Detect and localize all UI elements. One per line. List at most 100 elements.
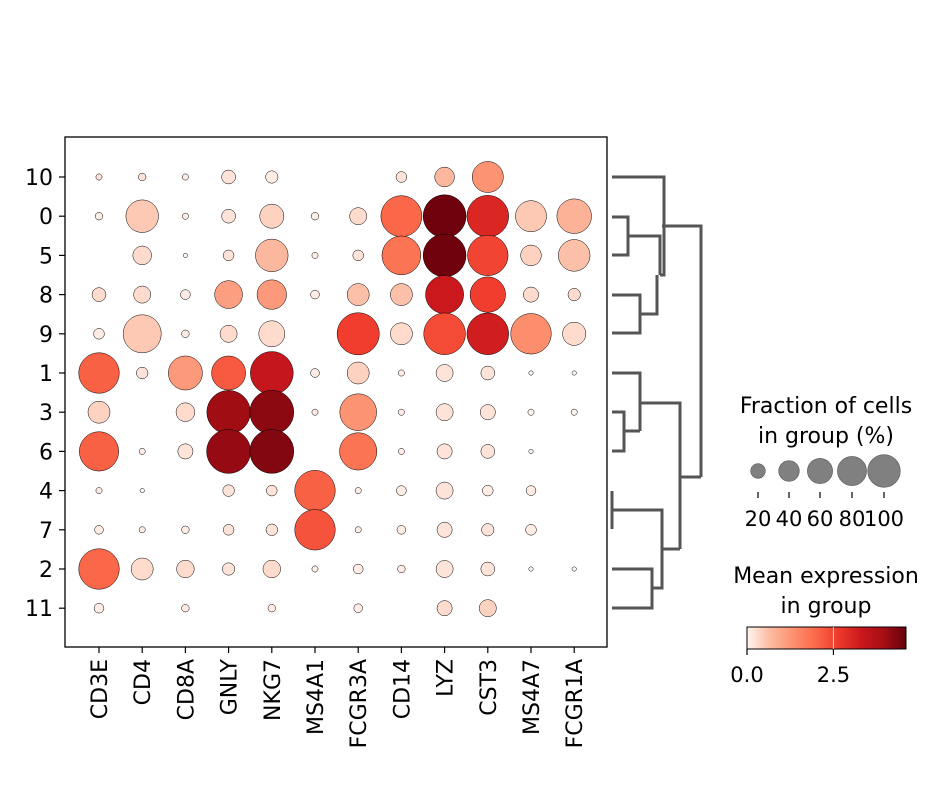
dendrogram-branch <box>612 508 664 549</box>
dot-6-MS4A7 <box>528 448 534 454</box>
size-legend-dot <box>867 454 901 488</box>
dot-7-MS4A1 <box>294 509 336 551</box>
dot-11-CST3 <box>479 599 497 617</box>
dot-4-CST3 <box>482 484 494 497</box>
dot-6-CST3 <box>480 444 496 459</box>
dot-0-FCGR3A <box>349 207 367 225</box>
colorbar-label: 0.0 <box>730 663 763 687</box>
dot-8-CD3E <box>91 287 107 302</box>
dot-4-LYZ <box>435 481 454 500</box>
group-label: 11 <box>25 597 53 622</box>
dendrogram-branch <box>640 275 659 316</box>
dendrogram-branch <box>662 224 703 477</box>
dot-9-FCGR3A <box>336 312 380 356</box>
color-legend-title-line2: in group <box>781 594 872 619</box>
colorbar <box>746 626 907 650</box>
dot-5-MS4A1 <box>311 252 319 259</box>
group-label: 6 <box>39 440 53 465</box>
dot-11-CD8A <box>181 604 190 613</box>
dot-0-LYZ <box>422 194 467 238</box>
dot-6-NKG7 <box>249 429 295 474</box>
dendrogram-branch <box>612 410 626 453</box>
dot-6-CD14 <box>398 448 405 455</box>
group-axis: 10 0 5 8 9 1 3 6 4 7 2 11 <box>25 166 65 622</box>
group-label: 8 <box>39 284 53 309</box>
dot-5-NKG7 <box>255 238 289 272</box>
group-label: 2 <box>39 558 53 583</box>
dot-0-FCGR1A <box>556 198 592 234</box>
dendrogram-branch <box>640 401 682 549</box>
dot-6-LYZ <box>436 443 453 460</box>
gene-label: FCGR3A <box>347 659 372 748</box>
dot-10-GNLY <box>221 169 236 185</box>
dendrogram-branch <box>612 567 654 610</box>
colorbar-label: 2.5 <box>817 663 850 687</box>
dot-2-GNLY <box>222 562 236 576</box>
gene-label: CD8A <box>174 659 199 720</box>
group-label: 3 <box>39 401 53 426</box>
size-legend-label: 40 <box>776 507 803 531</box>
dot-10-CD4 <box>138 172 147 182</box>
size-legend-title-line1: Fraction of cells <box>740 394 912 419</box>
dot-0-CD4 <box>125 199 159 233</box>
dot-3-FCGR1A <box>570 408 578 416</box>
dot-3-CD3E <box>87 400 111 424</box>
dot-8-CD4 <box>133 285 151 304</box>
dot-6-FCGR3A <box>339 432 378 471</box>
dot-7-CD3E <box>94 525 104 535</box>
gene-label: MS4A1 <box>304 659 329 735</box>
dot-9-CD14 <box>390 322 413 346</box>
dot-4-CD14 <box>396 485 407 496</box>
dot-5-MS4A7 <box>520 244 542 266</box>
dot-1-NKG7 <box>250 351 294 395</box>
dot-1-FCGR1A <box>571 370 577 376</box>
size-legend-title-line2: in group (%) <box>758 424 894 449</box>
dot-3-CD8A <box>175 402 195 422</box>
dot-9-MS4A7 <box>510 313 552 355</box>
dot-layer <box>78 161 592 617</box>
dot-5-CD4 <box>132 245 152 265</box>
dot-10-CST3 <box>471 161 504 193</box>
dot-4-FCGR3A <box>354 487 362 494</box>
size-legend-label: 80 <box>839 507 866 531</box>
dot-10-LYZ <box>434 166 455 188</box>
size-legend-label: 20 <box>745 507 772 531</box>
dot-5-GNLY <box>222 249 235 262</box>
dot-5-FCGR3A <box>352 249 364 262</box>
gene-label: NKG7 <box>261 659 286 721</box>
dot-1-CST3 <box>480 365 496 381</box>
dot-11-NKG7 <box>267 604 276 613</box>
dot-7-MS4A7 <box>525 524 537 536</box>
dot-2-CD14 <box>397 564 406 574</box>
dot-10-CD14 <box>395 171 408 183</box>
dot-5-FCGR1A <box>558 239 591 272</box>
dot-2-MS4A1 <box>311 565 319 573</box>
dot-4-CD3E <box>95 487 103 494</box>
dot-3-FCGR3A <box>339 393 377 431</box>
dot-8-FCGR3A <box>346 283 370 306</box>
dendrogram-branch <box>628 234 662 275</box>
color-legend: Mean expression in group 0.0 2.5 <box>730 564 919 687</box>
dendrogram-branch <box>652 549 664 590</box>
size-legend-dot <box>807 458 833 484</box>
dendrogram-branch <box>612 175 666 277</box>
dot-1-MS4A7 <box>528 370 534 376</box>
group-label: 5 <box>39 244 53 269</box>
dot-0-NKG7 <box>259 203 285 229</box>
dot-7-CD8A <box>181 525 190 534</box>
dot-5-CST3 <box>467 234 509 276</box>
dot-5-CD14 <box>381 235 422 276</box>
group-label: 4 <box>39 480 53 505</box>
gene-label: LYZ <box>434 659 459 697</box>
size-legend-dot <box>750 463 766 479</box>
dot-4-NKG7 <box>266 484 278 497</box>
gene-label: CD14 <box>390 659 415 719</box>
dot-2-CD4 <box>130 557 154 581</box>
dot-1-CD3E <box>78 352 120 394</box>
size-legend-label: 60 <box>807 507 834 531</box>
dot-0-CD3E <box>94 212 104 221</box>
dot-10-NKG7 <box>265 170 279 184</box>
dot-1-LYZ <box>435 364 454 382</box>
